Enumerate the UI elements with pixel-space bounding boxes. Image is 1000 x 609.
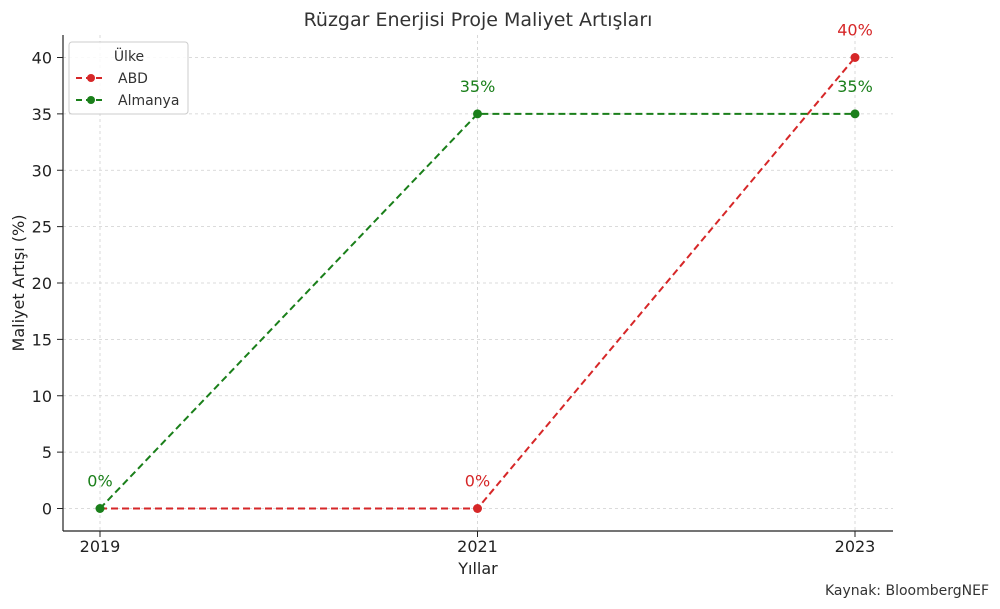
series-abd: 0% 40% — [100, 21, 873, 513]
y-tick-label: 35 — [32, 105, 52, 124]
y-tick-label: 20 — [32, 274, 52, 293]
legend-swatch-marker — [87, 96, 95, 104]
data-point — [473, 504, 482, 513]
y-tick-label: 10 — [32, 387, 52, 406]
legend-swatch-marker — [87, 74, 95, 82]
y-axis-label: Maliyet Artışı (%) — [9, 215, 28, 352]
legend-title: Ülke — [114, 47, 144, 65]
y-tick-label: 0 — [42, 500, 52, 519]
y-tick-label: 5 — [42, 443, 52, 462]
data-point — [850, 109, 860, 119]
legend: Ülke ABD Almanya — [68, 41, 189, 115]
x-ticks: 2019 2021 2023 — [80, 531, 876, 556]
legend-label: Almanya — [118, 93, 179, 109]
y-tick-label: 25 — [32, 218, 52, 237]
data-point — [850, 53, 860, 62]
legend-item-almanya: Almanya — [76, 93, 179, 109]
data-label: 40% — [837, 21, 873, 40]
data-label: 0% — [465, 472, 490, 491]
y-tick-label: 30 — [32, 161, 52, 180]
series-line — [99, 112, 855, 510]
legend-items: ABD Almanya — [76, 71, 179, 109]
data-point — [95, 504, 105, 513]
legend-box — [68, 41, 189, 115]
data-label: 0% — [87, 472, 112, 491]
legend-label: ABD — [118, 71, 148, 87]
data-label: 35% — [837, 77, 873, 96]
chart-title: Rüzgar Enerjisi Proje Maliyet Artışları — [304, 9, 653, 31]
x-tick-label: 2019 — [80, 537, 121, 556]
x-tick-label: 2023 — [835, 537, 876, 556]
x-tick-label: 2021 — [457, 537, 498, 556]
y-tick-label: 40 — [32, 49, 52, 68]
data-label: 35% — [460, 77, 496, 96]
series-almanya: 0% 35% 35% — [87, 77, 873, 513]
y-tick-label: 15 — [32, 330, 52, 349]
legend-item-abd: ABD — [76, 71, 148, 87]
x-axis-label: Yıllar — [457, 559, 498, 578]
data-point — [473, 109, 482, 119]
source-note: Kaynak: BloombergNEF — [825, 583, 989, 599]
grid — [63, 35, 893, 531]
series-layer: 0% 40% 0% 35% 35% — [87, 21, 873, 513]
y-ticks: 0 5 10 15 20 25 30 35 40 — [32, 49, 63, 519]
